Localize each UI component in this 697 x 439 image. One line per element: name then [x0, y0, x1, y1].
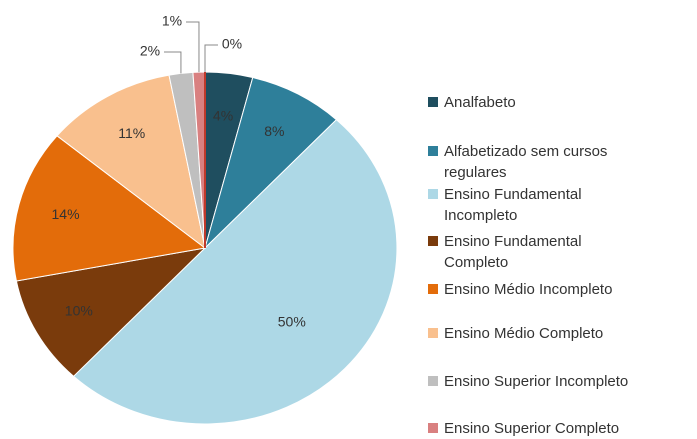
data-label: 11% — [118, 125, 145, 141]
legend-label: Ensino Médio Incompleto — [444, 281, 613, 298]
legend-label: Ensino Médio Completo — [444, 325, 604, 342]
leader-line — [204, 44, 218, 72]
pie-slice — [56, 74, 206, 250]
data-label: 10% — [65, 302, 93, 318]
legend-entry: Analfabeto — [428, 92, 688, 113]
legend-entry: Ensino Superior Completo — [428, 418, 688, 439]
legend-entry: Ensino Superior Incompleto — [428, 371, 688, 392]
leader-line — [186, 21, 200, 73]
legend-label: Ensino Superior Completo — [444, 420, 620, 437]
legend-label: Ensino Superior Incompleto — [444, 373, 629, 390]
pie-slice — [204, 76, 338, 250]
legend-entry: Ensino Fundamental Incompleto — [428, 184, 628, 226]
legend-swatch — [428, 328, 438, 338]
data-label: 1% — [162, 13, 182, 29]
data-label: 8% — [264, 123, 284, 139]
legend-swatch — [428, 284, 438, 294]
legend-entry: Alfabetizado sem cursos regulares — [428, 141, 628, 183]
leader-line — [164, 51, 182, 74]
legend-swatch — [428, 189, 438, 199]
data-label: 50% — [278, 313, 306, 329]
pie-slice — [72, 119, 398, 425]
pie-slice — [12, 135, 207, 282]
legend-swatch — [428, 97, 438, 107]
data-label: 4% — [213, 108, 233, 124]
data-label: 14% — [52, 206, 80, 222]
legend-swatch — [428, 376, 438, 386]
legend-label: Ensino Fundamental Completo — [444, 233, 582, 271]
legend-entry: Ensino Fundamental Completo — [428, 231, 628, 273]
legend-entry: Ensino Médio Incompleto — [428, 279, 688, 300]
legend-label: Alfabetizado sem cursos regulares — [444, 143, 608, 181]
legend-label: Ensino Fundamental Incompleto — [444, 186, 582, 224]
legend-label: Analfabeto — [444, 94, 516, 111]
pie-slice — [15, 247, 207, 377]
legend-entry: Ensino Médio Completo — [428, 323, 688, 344]
data-label: 0% — [222, 36, 242, 52]
pie-chart: 4% 8% 50% 10% 14% 11% 2%1% 0% — [12, 13, 398, 425]
legend-swatch — [428, 423, 438, 433]
data-label: 2% — [140, 43, 160, 59]
legend-swatch — [428, 236, 438, 246]
legend-swatch — [428, 146, 438, 156]
